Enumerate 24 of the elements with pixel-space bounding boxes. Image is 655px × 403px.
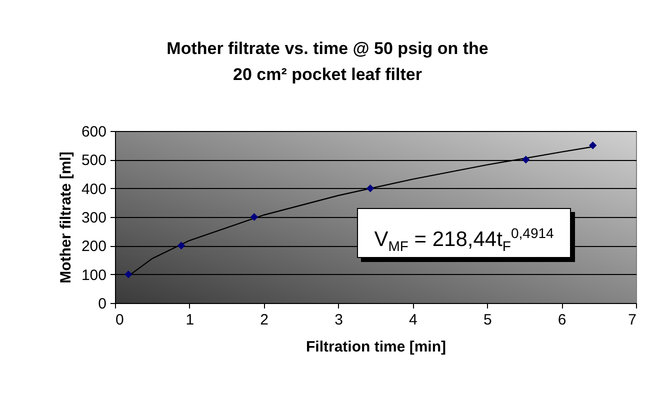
point bbox=[250, 213, 258, 221]
y-tick-label: 600 bbox=[81, 124, 106, 140]
x-tick-label: 1 bbox=[186, 312, 194, 328]
point bbox=[177, 242, 186, 250]
y-tick-label: 100 bbox=[81, 266, 106, 284]
x-tick-label: 3 bbox=[334, 312, 343, 328]
x-axis-title: Filtration time [min] bbox=[306, 338, 446, 356]
x-tick-label: 5 bbox=[483, 312, 492, 328]
point bbox=[366, 184, 374, 192]
x-tick-label: 6 bbox=[558, 312, 566, 328]
y-tick-label: 500 bbox=[81, 152, 106, 170]
y-tick-label: 400 bbox=[81, 180, 106, 198]
chart-title: Mother filtrate vs. time @ 50 psig on the 20 cm² pocket leaf filter bbox=[166, 39, 488, 84]
x-tick-label: 7 bbox=[628, 312, 636, 328]
y-tick-label: 0 bbox=[98, 296, 106, 312]
point bbox=[522, 156, 530, 164]
y-axis-title: Mother filtrate [ml] bbox=[57, 152, 74, 284]
point bbox=[124, 270, 132, 278]
y-tick-label: 300 bbox=[81, 210, 106, 226]
x-tick-label: 0 bbox=[116, 312, 124, 328]
x-tick-label: 2 bbox=[260, 312, 269, 328]
y-tick-label: 200 bbox=[81, 238, 106, 256]
point bbox=[588, 141, 597, 150]
x-tick-label: 4 bbox=[409, 312, 418, 328]
